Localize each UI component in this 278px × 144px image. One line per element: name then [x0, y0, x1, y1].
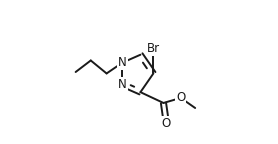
- Text: N: N: [118, 56, 127, 69]
- Text: O: O: [176, 91, 185, 104]
- Text: N: N: [118, 78, 127, 91]
- Text: O: O: [162, 117, 171, 130]
- Text: Br: Br: [147, 42, 160, 55]
